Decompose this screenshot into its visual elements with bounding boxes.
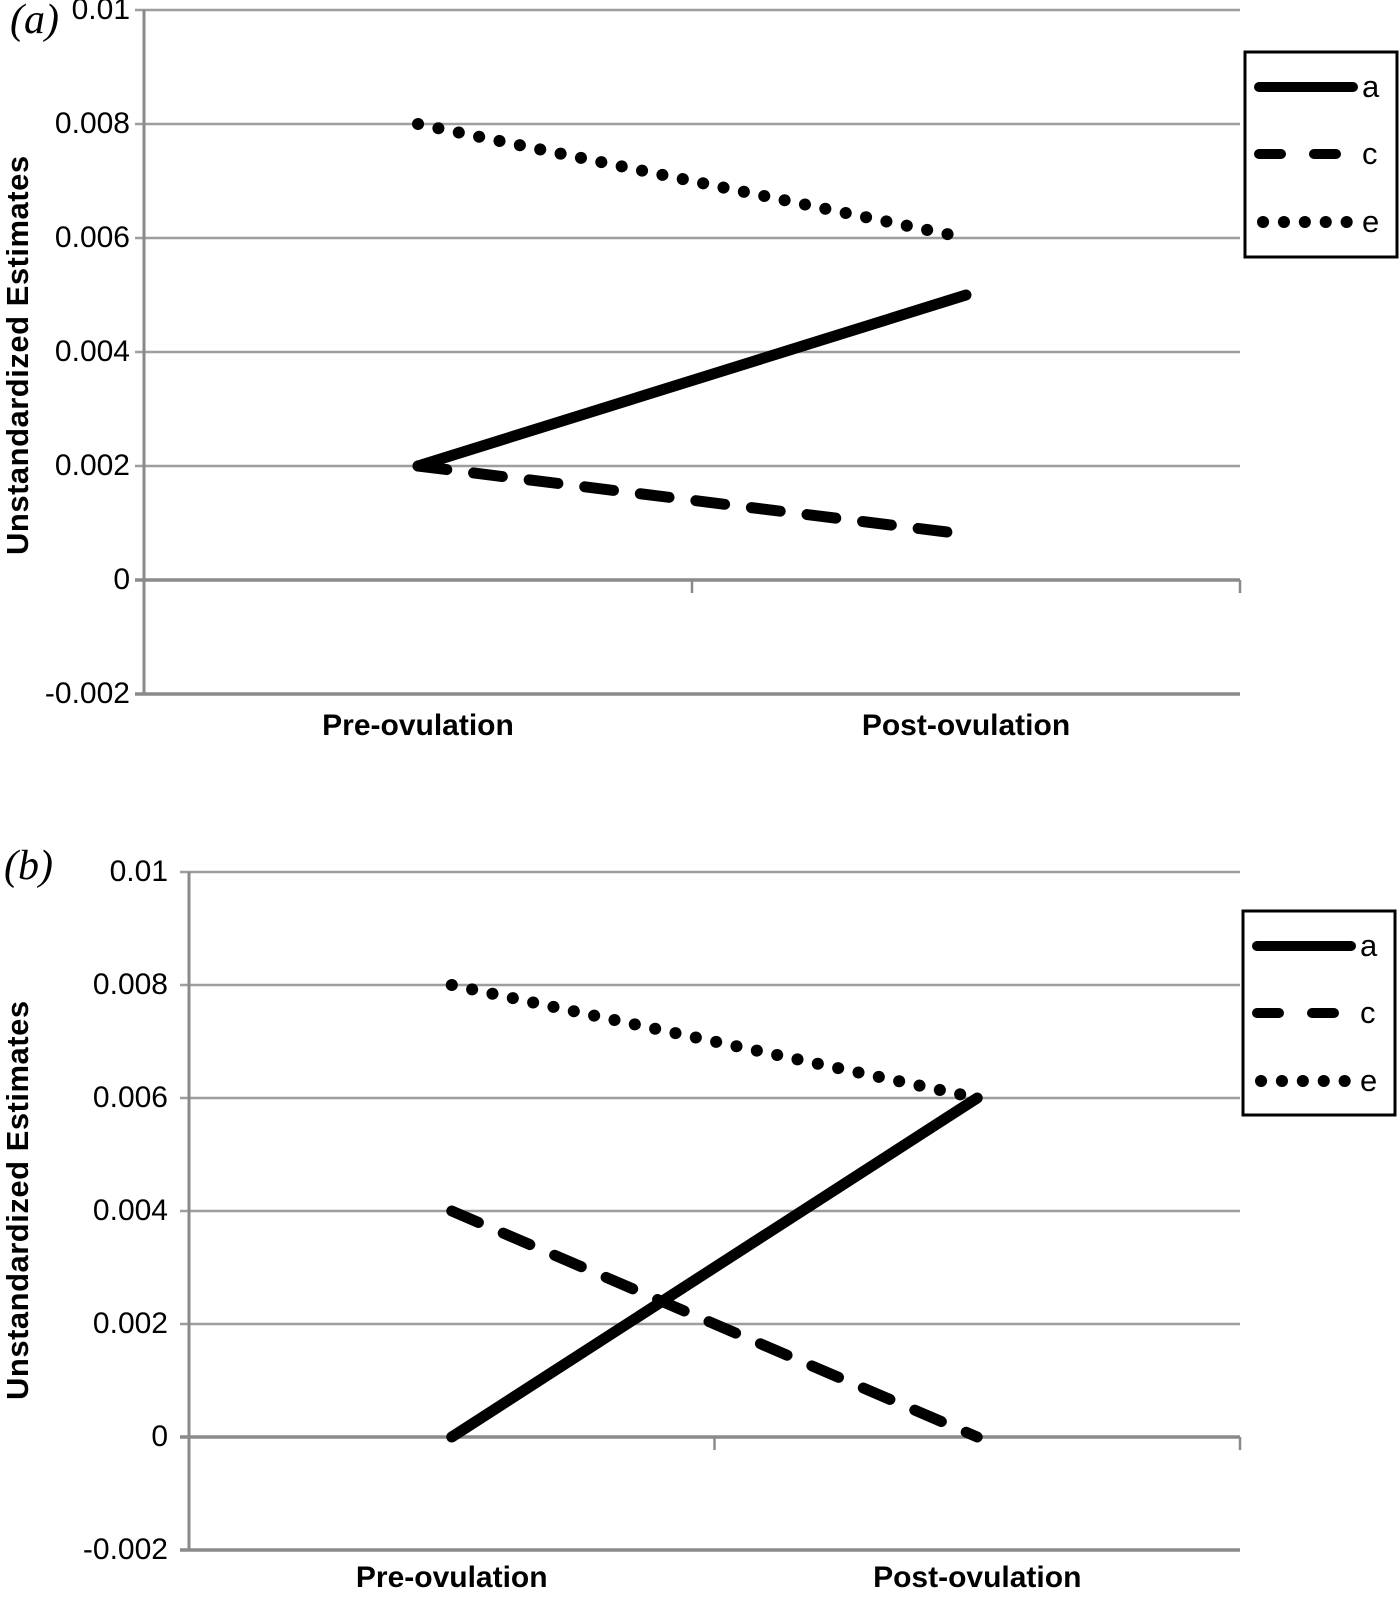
y-tick-label: -0.002 <box>82 1533 168 1566</box>
panel-a-letter: (a) <box>10 0 59 43</box>
y-tick-label: 0.004 <box>54 335 130 368</box>
legend-label-e: e <box>1362 204 1380 239</box>
x-category-label: Pre-ovulation <box>322 709 514 742</box>
x-category-label: Pre-ovulation <box>355 1561 548 1594</box>
series-line-e <box>412 118 972 244</box>
legend-label-a: a <box>1362 69 1380 104</box>
y-tick-label: 0 <box>113 563 130 596</box>
y-tick-label: 0.008 <box>54 107 130 140</box>
x-category-label: Post-ovulation <box>861 709 1071 742</box>
panel-b-letter: (b) <box>4 843 53 889</box>
y-tick-label: 0.002 <box>92 1307 168 1340</box>
y-tick-label: 0.002 <box>54 449 130 482</box>
y-tick-label: 0.004 <box>92 1194 168 1227</box>
series-line-a <box>412 289 972 472</box>
series-line-c <box>446 1205 983 1443</box>
legend-label-c: c <box>1360 995 1376 1030</box>
series-line-a <box>446 1092 983 1443</box>
series-line-e <box>445 979 984 1104</box>
y-tick-label: 0.01 <box>109 855 168 888</box>
y-tick-label: 0.01 <box>71 0 130 26</box>
y-tick-label: 0.006 <box>92 1081 168 1114</box>
y-tick-label: -0.002 <box>44 677 130 710</box>
x-category-label: Post-ovulation <box>873 1561 1082 1594</box>
y-tick-label: 0 <box>151 1420 168 1453</box>
series-line-c <box>412 460 972 540</box>
legend-label-c: c <box>1362 136 1378 171</box>
legend-label-a: a <box>1360 928 1378 963</box>
y-tick-label: 0.006 <box>54 221 130 254</box>
y-tick-label: 0.008 <box>92 968 168 1001</box>
legend-label-e: e <box>1360 1063 1378 1098</box>
